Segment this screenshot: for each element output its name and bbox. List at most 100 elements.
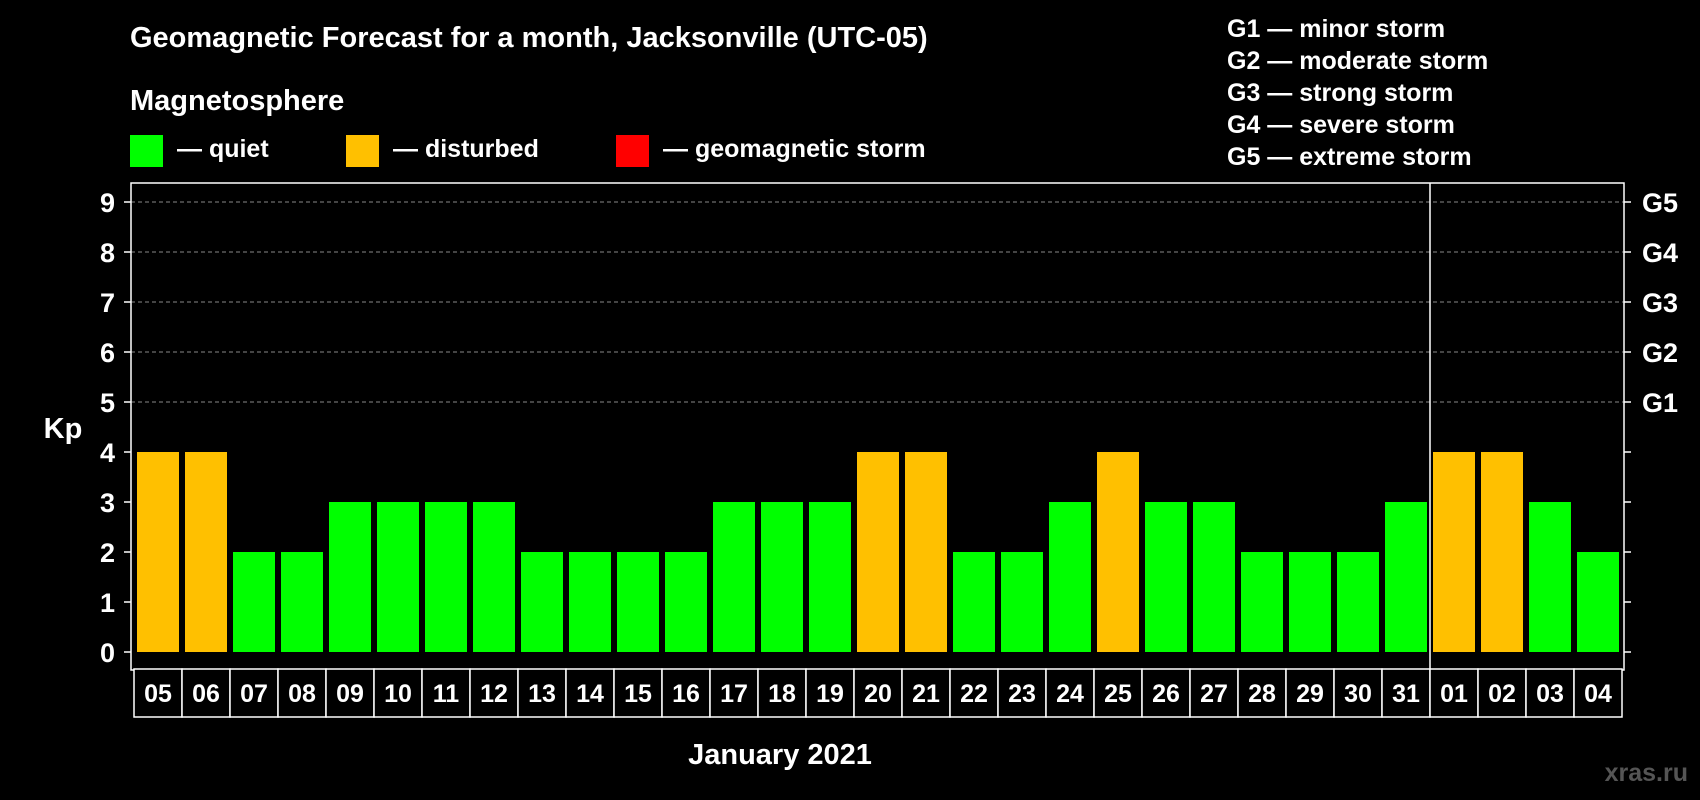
y-axis-ticks: 0 1 2 3 4 5 6 7 8 9 [100,188,131,668]
date-label-29: 29 [1296,680,1324,708]
bar-08 [281,552,323,652]
date-cell-02 [1477,668,1527,718]
date-label-10: 10 [384,680,412,708]
watermark: xras.ru [1605,759,1688,787]
date-cell-26 [1141,668,1191,718]
bar-15 [617,552,659,652]
legend-swatch-storm [616,135,649,167]
gridlines [131,201,1624,403]
y-tick-label-6: 6 [100,338,115,368]
bar-12 [473,502,515,652]
y-tick-label-2: 2 [100,538,115,568]
date-cell-31 [1381,668,1431,718]
legend-swatch-disturbed [346,135,379,167]
bar-28 [1241,552,1283,652]
bar-26 [1145,502,1187,652]
date-label-03: 03 [1536,680,1564,708]
bar-20 [857,452,899,652]
y-tick-label-1: 1 [100,588,115,618]
date-cell-11 [421,668,471,718]
bars [137,452,1619,652]
bar-24 [1049,502,1091,652]
date-label-27: 27 [1200,680,1228,708]
bar-21 [905,452,947,652]
date-label-16: 16 [672,680,700,708]
date-cell-06 [181,668,231,718]
y-tick-label-5: 5 [100,388,115,418]
x-axis-label: January 2021 [688,739,872,771]
chart-title: Geomagnetic Forecast for a month, Jackso… [130,22,928,54]
date-label-06: 06 [192,680,220,708]
bar-07 [233,552,275,652]
g-scale-label-G5: G5 [1642,188,1678,218]
bar-17 [713,502,755,652]
bar-10 [377,502,419,652]
date-label-17: 17 [720,680,748,708]
date-label-18: 18 [768,680,796,708]
legend: — quiet — disturbed — geomagnetic storm [130,135,926,167]
date-cell-22 [949,668,999,718]
date-label-07: 07 [240,680,268,708]
date-label-23: 23 [1008,680,1036,708]
g-legend-G3: G3 — strong storm [1227,79,1453,107]
bar-19 [809,502,851,652]
bar-14 [569,552,611,652]
date-cell-30 [1333,668,1383,718]
bar-30 [1337,552,1379,652]
y-tick-label-8: 8 [100,238,115,268]
g-scale-label-G1: G1 [1642,388,1678,418]
bar-02 [1481,452,1523,652]
date-cell-25 [1093,668,1143,718]
legend-label-disturbed: — disturbed [393,135,539,163]
legend-label-storm: — geomagnetic storm [663,135,926,163]
date-label-31: 31 [1392,680,1420,708]
date-cell-23 [997,668,1047,718]
date-cells: 05 06 07 08 09 10 11 12 13 14 15 16 17 18 19 20 21 22 23 24… [133,668,1623,718]
date-cell-10 [373,668,423,718]
bar-27 [1193,502,1235,652]
bar-31 [1385,502,1427,652]
bar-13 [521,552,563,652]
g-scale-label-G2: G2 [1642,338,1678,368]
g-legend-G1: G1 — minor storm [1227,15,1445,43]
date-cell-04 [1573,668,1623,718]
date-label-19: 19 [816,680,844,708]
y-axis-label: Kp [44,413,83,445]
date-cell-01 [1429,668,1479,718]
date-label-02: 02 [1488,680,1516,708]
date-label-24: 24 [1056,680,1084,708]
bar-11 [425,502,467,652]
date-label-12: 12 [480,680,508,708]
date-label-11: 11 [433,680,460,708]
g-scale-legend: G1 — minor storm G2 — moderate storm G3 — … [1227,15,1488,171]
y-tick-label-7: 7 [100,288,115,318]
date-label-22: 22 [960,680,988,708]
date-label-04: 04 [1584,680,1612,708]
bar-25 [1097,452,1139,652]
bar-16 [665,552,707,652]
legend-swatch-quiet [130,135,163,167]
bar-03 [1529,502,1571,652]
bar-01 [1433,452,1475,652]
date-cell-29 [1285,668,1335,718]
y-tick-label-4: 4 [100,438,115,468]
g-scale-ticks: G1 G2 G3 G4 G5 [1624,188,1678,653]
date-label-26: 26 [1152,680,1180,708]
date-label-30: 30 [1344,680,1372,708]
y-tick-label-9: 9 [100,188,115,218]
y-tick-label-3: 3 [100,488,115,518]
date-cell-18 [757,668,807,718]
date-label-01: 01 [1440,680,1468,708]
g-scale-label-G3: G3 [1642,288,1678,318]
date-label-09: 09 [336,680,364,708]
date-label-13: 13 [528,680,556,708]
date-cell-24 [1045,668,1095,718]
date-label-08: 08 [288,680,316,708]
bar-04 [1577,552,1619,652]
date-label-28: 28 [1248,680,1276,708]
date-label-21: 21 [912,680,940,708]
bar-06 [185,452,227,652]
bar-29 [1289,552,1331,652]
